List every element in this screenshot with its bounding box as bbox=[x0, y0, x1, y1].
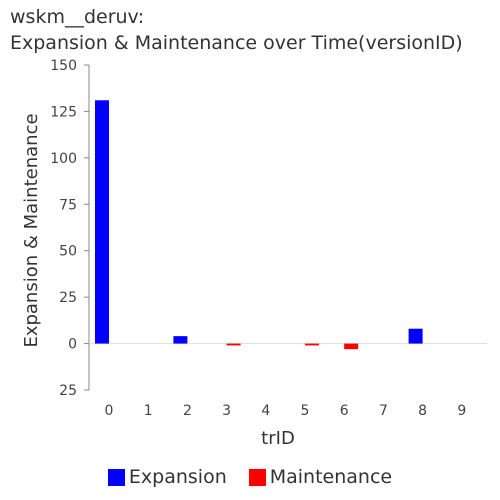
y-tick-label: 150 bbox=[50, 58, 77, 74]
bar-expansion-0 bbox=[95, 100, 109, 344]
legend-swatch-expansion bbox=[107, 468, 125, 486]
legend: Expansion Maintenance bbox=[0, 466, 500, 488]
x-tick-label: 5 bbox=[301, 403, 310, 419]
bar-expansion-2 bbox=[173, 336, 188, 344]
x-tick-label: 8 bbox=[418, 403, 427, 419]
legend-item-maintenance[interactable]: Maintenance bbox=[248, 466, 393, 488]
legend-swatch-maintenance bbox=[248, 468, 266, 486]
y-tick-label: 25 bbox=[59, 290, 77, 306]
legend-item-expansion[interactable]: Expansion bbox=[107, 466, 227, 488]
x-axis-title: trID bbox=[261, 428, 295, 449]
y-tick-label: 50 bbox=[59, 244, 77, 260]
y-axis-title: Expansion & Maintenance bbox=[21, 113, 42, 347]
legend-label-expansion: Expansion bbox=[128, 466, 227, 488]
chart-title-line-1: wskm__deruv: bbox=[10, 6, 145, 28]
y-tick-label: 100 bbox=[50, 151, 77, 167]
x-tick-label: 1 bbox=[144, 403, 153, 419]
x-tick-label: 0 bbox=[105, 403, 114, 419]
y-tick-label: 125 bbox=[50, 104, 77, 120]
chart-title-line-2: Expansion & Maintenance over Time(versio… bbox=[10, 32, 463, 54]
y-tick-label: 25 bbox=[59, 383, 77, 399]
x-tick-label: 9 bbox=[457, 403, 466, 419]
bar-maintenance-3 bbox=[226, 343, 241, 346]
bar-expansion-8 bbox=[408, 328, 423, 344]
x-tick-label: 4 bbox=[261, 403, 270, 419]
legend-label-maintenance: Maintenance bbox=[269, 466, 393, 488]
bar-maintenance-5 bbox=[305, 343, 319, 346]
y-tick-label: 0 bbox=[68, 337, 77, 353]
y-tick-label: 75 bbox=[59, 197, 77, 213]
x-tick-label: 3 bbox=[222, 403, 231, 419]
x-tick-label: 2 bbox=[183, 403, 192, 419]
x-tick-label: 7 bbox=[379, 403, 388, 419]
x-tick-label: 6 bbox=[340, 403, 349, 419]
bar-maintenance-6 bbox=[344, 343, 359, 350]
